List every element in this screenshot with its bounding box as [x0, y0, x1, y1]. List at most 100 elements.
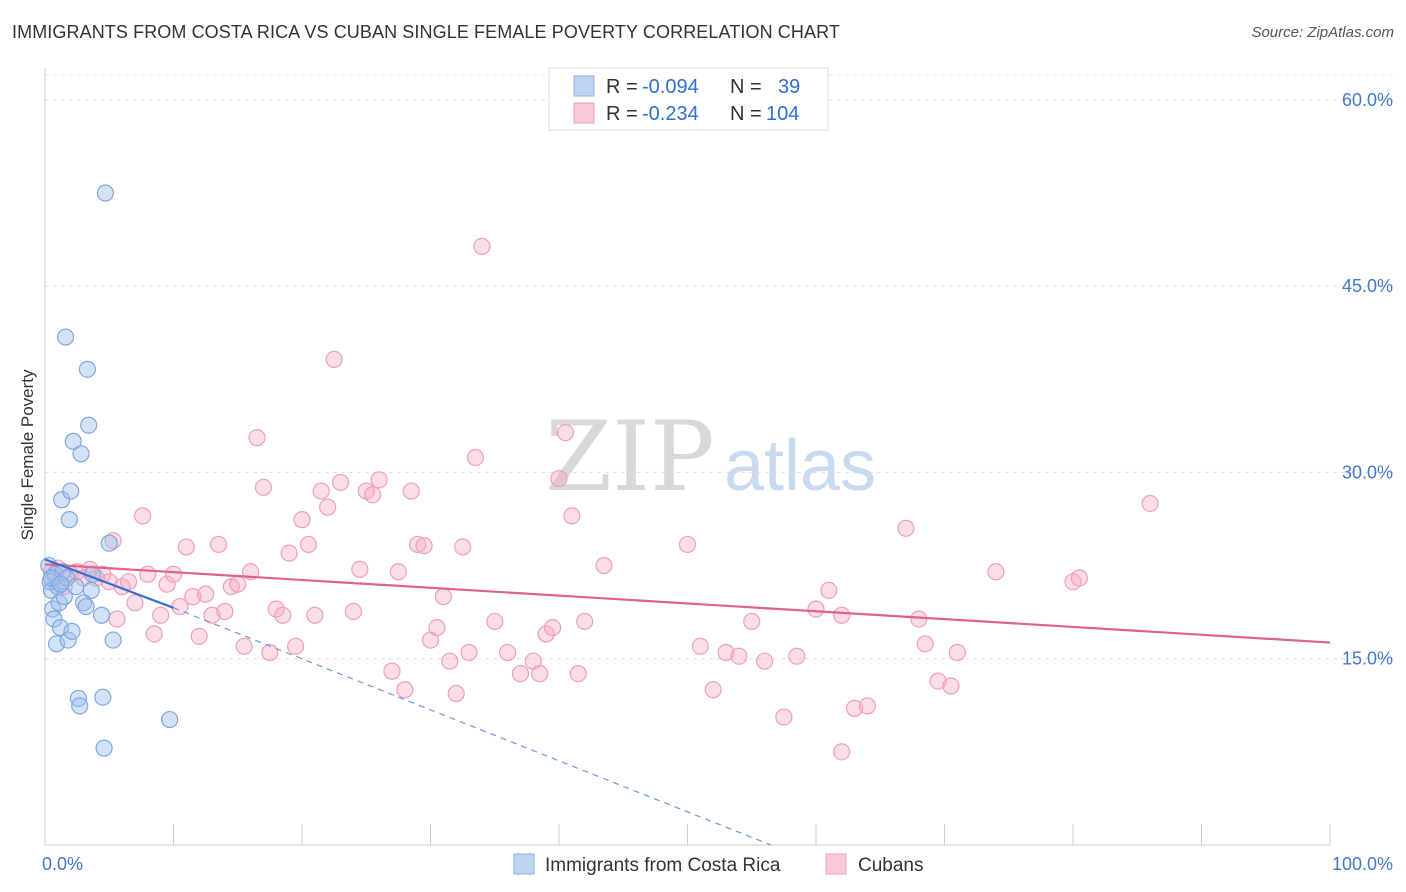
point-cubans-56	[402, 482, 420, 500]
point-cubans-48	[344, 602, 362, 621]
point-costa-rica-26	[78, 360, 97, 378]
point-cubans-16	[134, 507, 152, 525]
stats-legend-box	[548, 67, 829, 131]
point-cubans-12	[108, 610, 126, 628]
legend-swatch-costa-rica	[513, 853, 535, 875]
x-tick-label-1: 100.0%	[1332, 854, 1393, 874]
point-cubans-67	[473, 237, 491, 255]
point-costa-rica-18	[63, 622, 81, 640]
point-costa-rica-19	[64, 432, 82, 450]
point-cubans-31	[229, 575, 247, 593]
point-cubans-79	[576, 612, 594, 631]
point-costa-rica-31	[94, 688, 112, 706]
point-cubans-43	[306, 606, 324, 624]
point-cubans-27	[203, 606, 221, 624]
point-costa-rica-32	[95, 739, 113, 757]
point-cubans-35	[254, 478, 273, 496]
point-cubans-105	[833, 743, 851, 761]
point-cubans-36	[261, 643, 279, 662]
legend-label-cubans: Cubans	[858, 855, 924, 876]
point-cubans-29	[216, 602, 234, 621]
point-cubans-46	[325, 350, 343, 369]
point-costa-rica-22	[71, 697, 89, 715]
point-cubans-54	[389, 563, 407, 581]
point-cubans-64	[454, 538, 472, 556]
point-cubans-18	[145, 625, 163, 643]
point-cubans-91	[820, 581, 838, 600]
point-cubans-81	[678, 535, 697, 554]
point-cubans-49	[351, 560, 369, 578]
point-cubans-14	[119, 573, 138, 591]
y-tick-labels: 15.0% 30.0% 45.0% 60.0%	[1342, 90, 1393, 669]
axes	[44, 68, 1331, 846]
point-cubans-24	[184, 588, 202, 606]
point-cubans-92	[833, 606, 851, 624]
point-cubans-103	[1070, 569, 1089, 587]
point-costa-rica-36	[161, 710, 179, 729]
point-costa-rica-17	[62, 482, 80, 500]
trend-lines	[44, 558, 1331, 846]
y-tick-label-0: 15.0%	[1342, 649, 1393, 669]
x-tick-label-0: 0.0%	[42, 854, 83, 874]
watermark: ZIP atlas	[545, 401, 876, 513]
scatter-points	[40, 184, 1159, 761]
point-costa-rica-15	[59, 631, 77, 649]
stats-r-value-0: -0.094	[642, 76, 699, 98]
point-cubans-47	[331, 473, 350, 491]
point-costa-rica-23	[72, 445, 90, 463]
stats-swatch-costa-rica	[573, 75, 595, 97]
point-cubans-85	[730, 647, 748, 665]
point-cubans-87	[755, 652, 774, 670]
point-cubans-51	[364, 486, 382, 504]
point-cubans-98	[929, 672, 947, 690]
point-costa-rica-37	[42, 569, 61, 587]
point-cubans-53	[383, 662, 401, 680]
point-cubans-78	[569, 665, 587, 683]
point-cubans-101	[987, 563, 1005, 581]
stats-r-value-1: -0.234	[642, 103, 699, 125]
point-cubans-83	[704, 681, 722, 699]
point-cubans-25	[190, 627, 208, 645]
point-cubans-75	[550, 470, 568, 488]
point-costa-rica-20	[67, 578, 85, 596]
y-tick-label-1: 30.0%	[1342, 462, 1393, 482]
point-cubans-69	[499, 643, 517, 662]
point-cubans-20	[158, 575, 176, 593]
y-axis-label: Single Female Poverty	[18, 369, 37, 541]
point-costa-rica-27	[80, 416, 98, 434]
point-costa-rica-28	[82, 581, 100, 600]
point-cubans-45	[319, 498, 337, 516]
stats-n-label-0: N =	[730, 76, 762, 98]
point-cubans-65	[460, 643, 478, 662]
point-cubans-89	[788, 647, 806, 665]
trend-line-cubans	[44, 563, 1331, 644]
point-cubans-93	[845, 699, 864, 717]
point-cubans-90	[807, 600, 825, 618]
point-cubans-62	[441, 652, 459, 670]
point-cubans-21	[164, 565, 183, 583]
point-cubans-60	[428, 619, 446, 637]
point-cubans-44	[312, 482, 330, 500]
point-cubans-104	[1141, 494, 1159, 513]
point-cubans-100	[948, 643, 966, 662]
point-cubans-77	[563, 507, 581, 525]
stats-legend: R = -0.094 N = 39 R = -0.234 N = 104	[548, 67, 829, 131]
point-cubans-82	[691, 637, 709, 655]
point-costa-rica-33	[96, 184, 114, 202]
point-costa-rica-30	[92, 606, 111, 624]
point-cubans-42	[299, 535, 318, 554]
point-cubans-38	[274, 606, 292, 624]
y-tick-label-3: 60.0%	[1342, 90, 1393, 110]
point-cubans-66	[466, 448, 485, 467]
legend-swatch-cubans	[825, 853, 847, 875]
point-cubans-57	[409, 535, 427, 554]
point-cubans-40	[286, 637, 305, 655]
series-legend: Immigrants from Costa Rica Cubans	[513, 853, 924, 876]
point-costa-rica-13	[56, 328, 75, 346]
point-costa-rica-10	[53, 491, 71, 509]
watermark-atlas: atlas	[724, 426, 876, 506]
point-costa-rica-25	[77, 597, 95, 616]
point-cubans-97	[916, 635, 934, 653]
point-cubans-63	[447, 684, 465, 703]
